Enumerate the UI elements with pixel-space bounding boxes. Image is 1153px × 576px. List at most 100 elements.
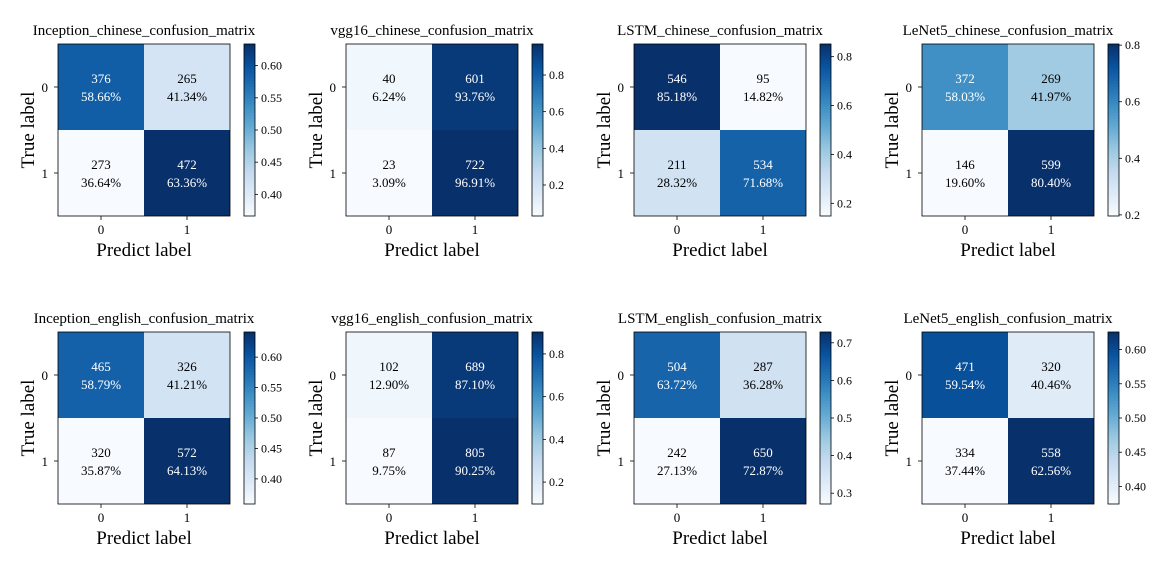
colorbar-segment bbox=[820, 377, 831, 382]
colorbar-segment bbox=[1108, 144, 1119, 148]
colorbar-segment bbox=[1108, 193, 1119, 197]
heatmap-cell bbox=[58, 44, 144, 130]
colorbar-segment bbox=[532, 190, 543, 194]
cell-count-label: 40 bbox=[383, 71, 396, 86]
colorbar-segment bbox=[532, 184, 543, 188]
colorbar-segment bbox=[820, 469, 831, 474]
colorbar-segment bbox=[532, 400, 543, 405]
colorbar-segment bbox=[532, 432, 543, 436]
cell-percent-label: 64.13% bbox=[167, 463, 207, 478]
colorbar-segment bbox=[244, 58, 255, 62]
colorbar-segment bbox=[1108, 420, 1119, 425]
cell-count-label: 211 bbox=[667, 157, 686, 172]
colorbar-segment bbox=[532, 198, 543, 203]
colorbar-segment bbox=[1108, 46, 1119, 51]
colorbar-segment bbox=[820, 173, 831, 177]
colorbar-segment bbox=[1108, 173, 1119, 177]
cell-percent-label: 12.90% bbox=[369, 377, 409, 392]
colorbar-segment bbox=[1108, 81, 1119, 85]
colorbar-segment bbox=[532, 372, 543, 376]
colorbar-segment bbox=[820, 49, 831, 54]
x-tick-label: 1 bbox=[472, 510, 479, 525]
heatmap-cell bbox=[58, 332, 144, 418]
x-tick-label: 1 bbox=[1048, 222, 1055, 237]
colorbar-segment bbox=[532, 175, 543, 180]
y-tick-label: 0 bbox=[906, 80, 913, 95]
colorbar-segment bbox=[1108, 346, 1119, 350]
colorbar-segment bbox=[532, 44, 543, 48]
colorbar-segment bbox=[244, 75, 255, 79]
colorbar-segment bbox=[532, 412, 543, 416]
colorbar-segment bbox=[1108, 55, 1119, 59]
colorbar-segment bbox=[1108, 440, 1119, 445]
colorbar-segment bbox=[1108, 150, 1119, 154]
colorbar-segment bbox=[1108, 210, 1119, 214]
colorbar-segment bbox=[532, 147, 543, 151]
colorbar-segment bbox=[1108, 44, 1119, 48]
x-tick-label: 0 bbox=[674, 222, 681, 237]
colorbar-segment bbox=[1108, 195, 1119, 200]
colorbar-segment bbox=[1108, 130, 1119, 134]
cell-percent-label: 85.18% bbox=[657, 89, 697, 104]
colorbar-segment bbox=[1108, 141, 1119, 145]
colorbar-segment bbox=[1108, 87, 1119, 91]
cell-count-label: 534 bbox=[753, 157, 773, 172]
y-tick-label: 0 bbox=[618, 80, 625, 95]
colorbar-segment bbox=[820, 127, 831, 131]
colorbar-frame bbox=[531, 331, 544, 505]
colorbar-segment bbox=[532, 340, 543, 345]
colorbar-segment bbox=[1108, 372, 1119, 376]
colorbar-tick-label: 0.3 bbox=[837, 486, 852, 500]
colorbar-segment bbox=[244, 472, 255, 476]
cell-percent-label: 96.91% bbox=[455, 175, 495, 190]
colorbar-segment bbox=[244, 201, 255, 206]
colorbar-segment bbox=[532, 75, 543, 79]
colorbar-segment bbox=[532, 377, 543, 382]
colorbar-segment bbox=[532, 158, 543, 163]
colorbar-segment bbox=[820, 380, 831, 385]
confusion-matrix-svg: Inception_chinese_confusion_matrix 376 58.… bbox=[18, 23, 282, 261]
colorbar-segment bbox=[244, 478, 255, 482]
colorbar-segment bbox=[1108, 392, 1119, 396]
colorbar-segment bbox=[820, 346, 831, 350]
confusion-matrix-svg: LSTM_chinese_confusion_matrix 546 85.18% 95… bbox=[594, 23, 852, 261]
colorbar-segment bbox=[532, 124, 543, 128]
colorbar-segment bbox=[244, 337, 255, 342]
colorbar-segment bbox=[244, 184, 255, 188]
x-tick-label: 0 bbox=[962, 510, 969, 525]
colorbar-segment bbox=[244, 204, 255, 208]
colorbar-segment bbox=[820, 195, 831, 200]
colorbar-segment bbox=[244, 360, 255, 365]
colorbar-segment bbox=[244, 190, 255, 194]
colorbar-segment bbox=[820, 92, 831, 97]
colorbar-segment bbox=[820, 337, 831, 342]
colorbar-segment bbox=[244, 115, 255, 120]
colorbar-segment bbox=[820, 75, 831, 79]
cell-percent-label: 41.21% bbox=[167, 377, 207, 392]
x-tick-label: 1 bbox=[472, 222, 479, 237]
colorbar-segment bbox=[1108, 435, 1119, 439]
colorbar-segment bbox=[820, 141, 831, 145]
colorbar-tick-label: 0.2 bbox=[549, 475, 564, 489]
colorbar-segment bbox=[244, 466, 255, 471]
colorbar-segment bbox=[1108, 92, 1119, 97]
colorbar-tick-label: 0.45 bbox=[1125, 445, 1146, 459]
colorbar-segment bbox=[244, 72, 255, 77]
colorbar-segment bbox=[244, 449, 255, 453]
cell-percent-label: 58.03% bbox=[945, 89, 985, 104]
heatmap-cell bbox=[432, 130, 518, 216]
cell-percent-label: 72.87% bbox=[743, 463, 783, 478]
colorbar-segment bbox=[244, 112, 255, 117]
colorbar-segment bbox=[244, 438, 255, 442]
colorbar-segment bbox=[820, 46, 831, 51]
colorbar-segment bbox=[244, 492, 255, 496]
colorbar-segment bbox=[532, 369, 543, 373]
colorbar-tick-label: 0.4 bbox=[549, 432, 564, 446]
colorbar-segment bbox=[532, 420, 543, 425]
colorbar-segment bbox=[532, 461, 543, 465]
y-tick-label: 1 bbox=[330, 166, 337, 181]
colorbar-segment bbox=[1108, 352, 1119, 356]
colorbar-tick-label: 0.55 bbox=[261, 381, 282, 395]
colorbar-segment bbox=[820, 409, 831, 413]
cell-count-label: 471 bbox=[955, 359, 975, 374]
